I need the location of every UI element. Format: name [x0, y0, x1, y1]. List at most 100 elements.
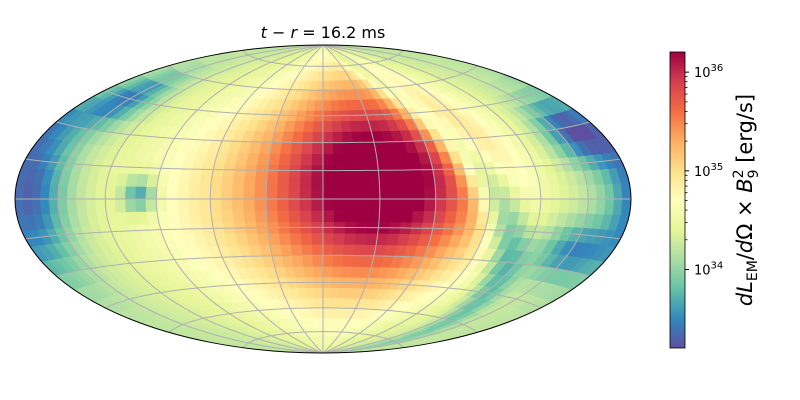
heatmap-cell [281, 255, 295, 267]
heatmap-cell [423, 198, 437, 212]
heatmap-cell [307, 89, 317, 101]
heatmap-cell [220, 187, 234, 200]
heatmap-cell [499, 186, 511, 200]
heatmap-cell [379, 187, 392, 200]
heatmap-cell [558, 184, 571, 200]
heatmap-cell [232, 186, 245, 200]
heatmap-cell [199, 174, 213, 188]
heatmap-cell [558, 198, 571, 214]
heatmap-cell [290, 142, 303, 155]
heatmap-cell [303, 265, 315, 278]
heatmap-cell [232, 210, 246, 223]
heatmap-cell [280, 244, 293, 257]
heatmap-cell [519, 198, 532, 213]
heatmap-cell [300, 232, 313, 245]
heatmap-cell [302, 255, 314, 267]
heatmap-cell [400, 210, 414, 223]
heatmap-cell [353, 141, 366, 154]
heatmap-cell [509, 185, 522, 200]
grid-line [104, 89, 542, 117]
heatmap-cell [389, 210, 403, 223]
heatmap-cell [322, 120, 334, 132]
heatmap-cell [322, 153, 335, 166]
heatmap-cell [314, 287, 324, 299]
heatmap-cell [467, 186, 480, 200]
heatmap-cell [299, 175, 313, 188]
heatmap-cell [333, 175, 347, 188]
grid-line [242, 331, 404, 349]
heatmap-cell [400, 175, 414, 188]
heatmap-cell [39, 198, 51, 215]
heatmap-cell [343, 243, 356, 256]
heatmap-cell [322, 198, 335, 211]
heatmap-cell [311, 232, 324, 245]
heatmap-cell [411, 210, 425, 223]
heatmap-cell [411, 175, 425, 188]
heatmap-cell [549, 185, 561, 200]
colorbar-ticks: 1034 1035 1036 [685, 63, 723, 278]
heatmap-cell [293, 120, 306, 132]
heatmap-cell [188, 174, 202, 188]
heatmap-cell [254, 187, 267, 200]
heatmap-cell [423, 186, 437, 200]
heatmap-cell [311, 153, 324, 166]
grid-line [168, 307, 478, 333]
heatmap-cell [456, 186, 469, 200]
colorbar-label: dLEM/dΩ × B29 [erg/s] [731, 94, 762, 306]
heatmap-cell [289, 153, 303, 166]
heatmap-cell [322, 232, 335, 245]
heatmap-cell [343, 142, 356, 155]
heatmap-cell [57, 198, 69, 214]
heatmap-cell [221, 175, 235, 188]
heatmap-cell [155, 198, 168, 212]
heatmap-cell [177, 210, 192, 224]
sky-map [14, 44, 632, 354]
colorbar-tick-label: 1036 [694, 63, 723, 81]
heatmap-cell [322, 210, 335, 223]
heatmap-cell [124, 185, 137, 200]
grid-line [242, 49, 404, 67]
heatmap-cell [265, 187, 279, 200]
heatmap-cell [456, 198, 469, 212]
heatmap-cell [66, 184, 78, 200]
heatmap-cell [314, 99, 324, 111]
heatmap-cell [539, 198, 551, 213]
heatmap-cell [177, 198, 190, 212]
heatmap-cell [316, 80, 324, 91]
colorbar-gradient [669, 51, 686, 349]
heatmap-cell [177, 174, 192, 188]
heatmap-cell [124, 198, 137, 213]
heatmap-cell [232, 175, 246, 188]
heatmap-cell [135, 198, 147, 212]
heatmap-cell [322, 297, 331, 309]
heatmap-cell [209, 198, 223, 212]
heatmap-cell [345, 198, 358, 211]
heatmap-cell [422, 210, 436, 223]
heatmap-cell [66, 198, 78, 214]
heatmap-cell [367, 198, 381, 211]
heatmap-cell [332, 131, 344, 143]
heatmap-cell [104, 198, 117, 213]
heatmap-cell [333, 232, 346, 245]
heatmap-cell [322, 287, 332, 299]
heatmap-cell [166, 186, 179, 200]
heatmap-cell [356, 187, 369, 200]
heatmap-cell [265, 198, 279, 211]
heatmap-cell [488, 198, 501, 212]
heatmap-cell [356, 210, 369, 223]
heatmap-cell [254, 175, 268, 188]
heatmap-cell [322, 175, 335, 188]
heatmap-cell [210, 175, 224, 188]
heatmap-cell [334, 198, 347, 211]
heatmap-cell [75, 198, 88, 214]
heatmap-cell [620, 198, 631, 216]
heatmap-cell [315, 297, 324, 309]
heatmap-cell [509, 198, 522, 213]
heatmap-cell [288, 175, 301, 188]
heatmap-cell [266, 210, 279, 223]
heatmap-cell [303, 120, 315, 133]
heatmap-cell [302, 131, 314, 143]
heatmap-cell [311, 187, 324, 200]
heatmap-cell [539, 185, 551, 200]
